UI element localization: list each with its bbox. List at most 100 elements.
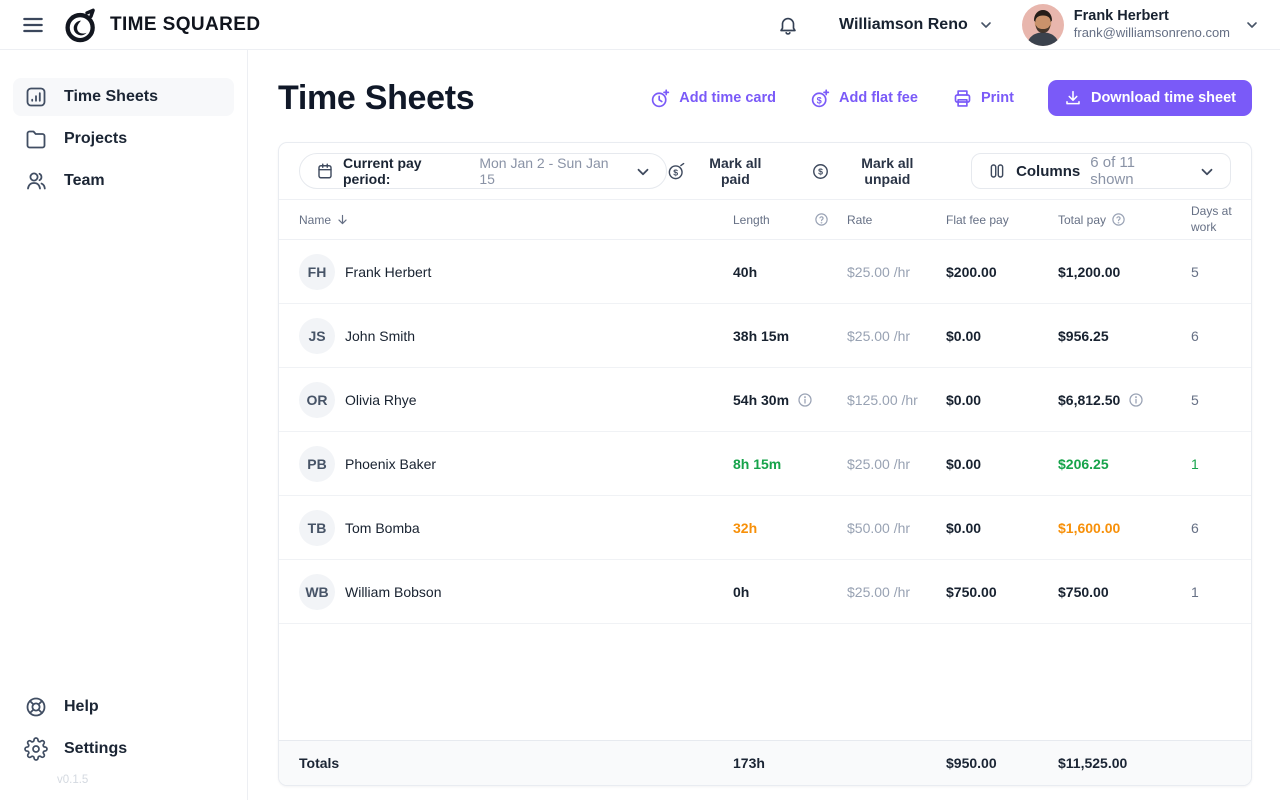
- columns-value: 6 of 11 shown: [1090, 154, 1135, 188]
- column-header-label: Name: [299, 212, 332, 227]
- days-cell: 1: [1191, 583, 1199, 600]
- mark-all-paid-label: Mark all paid: [709, 155, 762, 187]
- total-pay-cell: $1,200.00: [1058, 264, 1191, 280]
- total-pay-cell: $206.25: [1058, 456, 1191, 472]
- sidebar-item-time-sheets[interactable]: Time Sheets: [13, 78, 234, 116]
- days-cell: 1: [1191, 455, 1199, 472]
- column-header-label: Days at work: [1191, 203, 1232, 234]
- pay-period-label: Current pay period:: [343, 155, 422, 187]
- print-button[interactable]: Print: [952, 88, 1014, 109]
- length-value: 40h: [733, 263, 758, 280]
- mark-all-unpaid-button[interactable]: $ Mark all unpaid: [811, 155, 937, 187]
- download-icon: [1064, 89, 1082, 107]
- flat-fee-cell: $0.00: [946, 391, 982, 408]
- length-cell: 0h: [733, 584, 847, 600]
- gear-icon: [24, 737, 48, 761]
- totals-label: Totals: [299, 755, 340, 771]
- workspace-selector[interactable]: Williamson Reno: [839, 16, 994, 34]
- flat-fee-cell: $0.00: [946, 327, 982, 344]
- total-pay-value: $1,600.00: [1058, 519, 1121, 536]
- columns-label: Columns: [1016, 162, 1081, 180]
- table-row[interactable]: TB Tom Bomba 32h $50.00 /hr $0.00 $1,600…: [279, 496, 1251, 560]
- total-pay-value: $1,200.00: [1058, 263, 1121, 280]
- initials-avatar: JS: [299, 317, 335, 354]
- rate-cell: $25.00 /hr: [847, 583, 911, 600]
- account-menu[interactable]: Frank Herbert frank@williamsonreno.com: [1021, 3, 1260, 46]
- download-time-sheet-button[interactable]: Download time sheet: [1047, 80, 1252, 116]
- chevron-down-icon: [978, 17, 994, 33]
- table-row[interactable]: FH Frank Herbert 40h $25.00 /hr $200.00 …: [279, 240, 1251, 304]
- total-pay-cell: $6,812.50: [1058, 392, 1191, 408]
- table-row[interactable]: JS John Smith 38h 15m $25.00 /hr $0.00 $…: [279, 304, 1251, 368]
- length-value: 8h 15m: [733, 455, 782, 472]
- notifications-bell-icon[interactable]: [777, 14, 799, 36]
- length-cell: 54h 30m: [733, 392, 847, 408]
- initials-avatar: WB: [299, 573, 335, 610]
- dollar-plus-icon: $: [810, 88, 831, 109]
- sidebar-item-projects[interactable]: Projects: [13, 120, 234, 158]
- sidebar-item-team[interactable]: Team: [13, 162, 234, 200]
- length-cell: 8h 15m: [733, 456, 847, 472]
- add-time-card-label: Add time card: [679, 90, 776, 106]
- hamburger-menu-icon[interactable]: [20, 12, 46, 38]
- info-circle-icon[interactable]: [1128, 392, 1144, 408]
- total-pay-value: $956.25: [1058, 327, 1109, 344]
- app-version: v0.1.5: [57, 774, 89, 786]
- employee-name: Phoenix Baker: [345, 455, 437, 472]
- svg-text:$: $: [817, 95, 822, 105]
- flat-fee-cell: $750.00: [946, 583, 997, 600]
- rate-cell: $25.00 /hr: [847, 455, 911, 472]
- column-header-total-pay: Total pay: [1058, 212, 1191, 227]
- chevron-down-icon: [1198, 163, 1214, 179]
- flat-fee-cell: $200.00: [946, 263, 997, 280]
- sidebar-item-label: Help: [64, 698, 99, 715]
- column-header-label: Length: [733, 212, 770, 227]
- employee-name: John Smith: [345, 327, 416, 344]
- user-avatar: [1021, 3, 1064, 46]
- length-value: 0h: [733, 583, 750, 600]
- total-pay-cell: $956.25: [1058, 328, 1191, 344]
- add-flat-fee-button[interactable]: $ Add flat fee: [810, 88, 918, 109]
- mark-all-paid-button[interactable]: $ Mark all paid: [667, 155, 777, 187]
- column-header-name[interactable]: Name: [299, 213, 733, 227]
- length-value: 38h 15m: [733, 327, 790, 344]
- sidebar-item-settings[interactable]: Settings: [13, 730, 234, 768]
- pay-period-value: Mon Jan 2 - Sun Jan 15: [479, 155, 609, 187]
- table-row[interactable]: WB William Bobson 0h $25.00 /hr $750.00 …: [279, 560, 1251, 624]
- initials-avatar: FH: [299, 253, 335, 290]
- timesheet-card: Current pay period: Mon Jan 2 - Sun Jan …: [278, 142, 1252, 786]
- sidebar-item-label: Projects: [64, 130, 128, 147]
- add-time-card-button[interactable]: Add time card: [650, 88, 776, 109]
- info-circle-icon[interactable]: [797, 392, 813, 408]
- totals-flat-fee: $950.00: [946, 755, 997, 771]
- rate-cell: $25.00 /hr: [847, 263, 911, 280]
- employee-name: William Bobson: [345, 583, 442, 600]
- rate-cell: $50.00 /hr: [847, 519, 911, 536]
- chevron-down-icon: [634, 163, 650, 179]
- brand-name: TIME SQUARED: [110, 13, 261, 35]
- svg-text:$: $: [818, 166, 823, 176]
- life-buoy-icon: [24, 695, 48, 719]
- length-cell: 32h: [733, 520, 847, 536]
- help-circle-icon[interactable]: [814, 212, 829, 227]
- sidebar-item-label: Settings: [64, 740, 128, 757]
- page-title: Time Sheets: [278, 78, 475, 117]
- sidebar-item-help[interactable]: Help: [13, 688, 234, 726]
- help-circle-icon[interactable]: [1111, 212, 1126, 227]
- main-content: Time Sheets Add time card $ Add flat fee: [248, 50, 1280, 800]
- column-header-label: Rate: [847, 212, 873, 227]
- employee-name: Tom Bomba: [345, 519, 420, 536]
- sidebar: Time Sheets Projects Team Help: [0, 50, 248, 800]
- mark-all-unpaid-label: Mark all unpaid: [861, 155, 914, 187]
- workspace-name: Williamson Reno: [838, 15, 968, 33]
- rate-cell: $25.00 /hr: [847, 327, 911, 344]
- print-label: Print: [980, 90, 1014, 106]
- pay-period-selector[interactable]: Current pay period: Mon Jan 2 - Sun Jan …: [299, 153, 668, 189]
- table-row[interactable]: OR Olivia Rhye 54h 30m $125.00 /hr $0.00…: [279, 368, 1251, 432]
- total-pay-cell: $750.00: [1058, 584, 1191, 600]
- table-row[interactable]: PB Phoenix Baker 8h 15m $25.00 /hr $0.00…: [279, 432, 1251, 496]
- columns-selector[interactable]: Columns 6 of 11 shown: [971, 153, 1231, 189]
- length-value: 54h 30m: [733, 391, 790, 408]
- column-header-label: Total pay: [1058, 212, 1107, 227]
- total-pay-cell: $1,600.00: [1058, 520, 1191, 536]
